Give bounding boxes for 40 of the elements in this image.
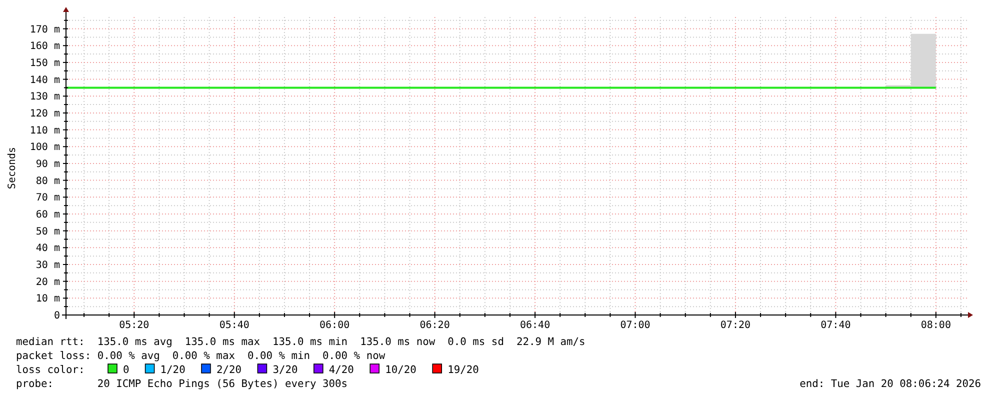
text: packet loss: 0.00 % avg 0.00 % max 0.00 % min 0.00 % now: [16, 350, 386, 362]
y-tick-label: 140 m: [30, 74, 60, 86]
legend-title: loss color:: [16, 364, 85, 376]
x-tick-label: 06:40: [520, 320, 550, 331]
legend-label: 4/20: [328, 364, 354, 376]
x-tick-label: 06:00: [320, 320, 350, 331]
legend-label: 1/20: [160, 364, 186, 376]
y-tick-label: 10 m: [36, 294, 60, 305]
legend-label: 3/20: [272, 364, 298, 376]
y-tick-label: 20 m: [36, 276, 60, 288]
x-tick-label: 07:40: [820, 320, 851, 331]
y-tick-label: 160 m: [30, 41, 60, 52]
y-tick-label: 80 m: [36, 176, 60, 187]
y-tick-label: 130 m: [30, 92, 60, 103]
y-tick-label: 120 m: [30, 108, 60, 120]
x-tick-label: 07:20: [720, 320, 751, 331]
y-tick-label: 70 m: [36, 192, 60, 204]
x-tick-label: 05:40: [219, 320, 250, 331]
x-tick-label: 05:20: [119, 320, 150, 331]
y-tick-label: 170 m: [30, 24, 60, 36]
legend-label: 2/20: [216, 364, 242, 376]
y-tick-label: 60 m: [36, 209, 60, 220]
x-tick-label: 07:00: [620, 320, 650, 331]
text: end: Tue Jan 20 08:06:24 2026: [800, 378, 981, 390]
text: median rtt: 135.0 ms avg 135.0 ms max 135.0 ms min 135.0 ms now 0.0 ms sd 22.9 M am/s: [16, 336, 586, 348]
y-tick-label: 0: [54, 310, 60, 322]
y-axis-title: Seconds: [7, 146, 18, 190]
text: probe: 20 ICMP Echo Pings (56 Bytes) every 300s: [16, 378, 348, 390]
x-tick-label: 08:00: [920, 320, 951, 331]
x-tick-label: 06:20: [420, 320, 450, 331]
legend-label: 10/20: [385, 364, 416, 376]
y-tick-label: 150 m: [30, 58, 60, 69]
y-tick-label: 100 m: [30, 142, 60, 154]
legend-label: 0: [123, 364, 130, 376]
y-tick-label: 110 m: [30, 125, 60, 136]
y-tick-label: 50 m: [36, 226, 60, 238]
y-tick-label: 30 m: [36, 260, 60, 271]
y-tick-label: 40 m: [36, 243, 60, 254]
y-tick-label: 90 m: [36, 158, 60, 170]
legend-label: 19/20: [448, 364, 479, 376]
